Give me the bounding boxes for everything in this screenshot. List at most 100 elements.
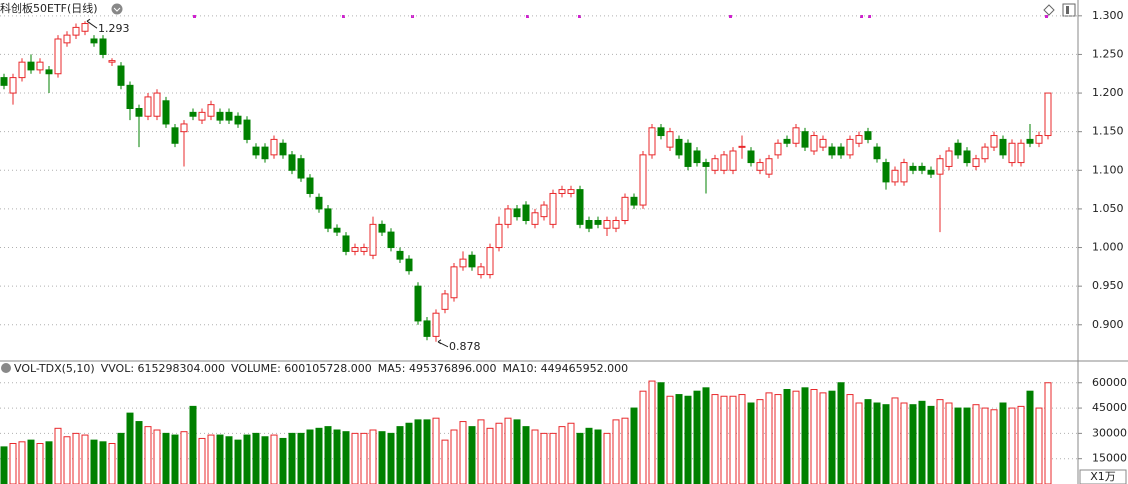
annotation-arrow xyxy=(437,339,449,348)
candle-body xyxy=(1008,142,1016,164)
candle-body xyxy=(927,169,935,175)
volume-bar xyxy=(315,427,323,484)
candle-body xyxy=(981,146,989,160)
candle-body xyxy=(639,154,647,206)
candle-body xyxy=(45,69,53,75)
legend-item: MA5: 495376896.000 xyxy=(378,362,497,375)
volume-bar xyxy=(216,434,224,484)
candle-body xyxy=(306,177,314,194)
volume-bar xyxy=(234,439,242,484)
candle-body xyxy=(531,212,539,225)
candle-body xyxy=(900,162,908,183)
volume-bar xyxy=(738,394,746,484)
volume-bar xyxy=(1008,407,1016,484)
candle-body xyxy=(441,293,449,310)
volume-bar xyxy=(918,400,926,484)
y-tick-label: 0.950 xyxy=(1092,279,1124,292)
volume-bar xyxy=(549,432,557,484)
candle-body xyxy=(0,77,8,86)
candle-body xyxy=(567,189,575,194)
volume-bar xyxy=(117,432,125,484)
candle-body xyxy=(315,196,323,210)
candle-body xyxy=(504,208,512,225)
candle-body xyxy=(333,227,341,233)
candle-body xyxy=(18,61,26,79)
candle-body xyxy=(783,138,791,144)
volume-bar xyxy=(540,432,548,484)
volume-bar xyxy=(90,439,98,484)
volume-bar xyxy=(261,436,269,484)
chart-title: 科创板50ETF(日线) xyxy=(0,1,98,15)
candle-body xyxy=(288,154,296,171)
volume-bar xyxy=(576,432,584,484)
volume-bar xyxy=(9,443,17,484)
candle-body xyxy=(252,146,260,156)
candle-body xyxy=(135,108,143,117)
candle-body xyxy=(495,223,503,249)
volume-bar xyxy=(657,382,665,484)
y-tick-label: 60000 xyxy=(1092,376,1127,389)
candle-body xyxy=(522,204,530,222)
candle-body xyxy=(621,196,629,222)
candle-body xyxy=(810,135,818,152)
candle-body xyxy=(459,258,467,268)
volume-bar xyxy=(225,436,233,484)
volume-bar xyxy=(720,395,728,484)
volume-bar xyxy=(171,434,179,484)
y-tick-label: 1.000 xyxy=(1092,241,1124,254)
volume-bar xyxy=(279,437,287,484)
diamond-button[interactable] xyxy=(1043,4,1055,16)
y-tick-label: 30000 xyxy=(1092,426,1127,439)
candle-body xyxy=(342,235,350,252)
volume-bar xyxy=(468,426,476,484)
candle-body xyxy=(279,142,287,156)
candle-body xyxy=(558,189,566,194)
volume-bar xyxy=(810,389,818,484)
volume-bar xyxy=(747,402,755,484)
volume-bar xyxy=(909,404,917,484)
candle-body xyxy=(144,96,152,117)
volume-bar xyxy=(36,443,44,484)
volume-bar xyxy=(360,432,368,484)
candle-body xyxy=(612,220,620,229)
volume-bar xyxy=(630,407,638,484)
volume-bar xyxy=(558,426,566,484)
candle-body xyxy=(882,162,890,183)
volume-bar xyxy=(432,417,440,484)
volume-bar xyxy=(306,429,314,484)
candle-body xyxy=(432,312,440,337)
title-menu[interactable] xyxy=(111,3,123,15)
volume-bar xyxy=(585,427,593,484)
candle-body xyxy=(864,131,872,140)
volume-bar xyxy=(126,412,134,484)
candle-body xyxy=(657,127,665,137)
volume-menu[interactable] xyxy=(1,363,11,373)
candle-body xyxy=(126,84,134,110)
candle-body xyxy=(918,165,926,171)
candle-body xyxy=(9,77,17,94)
candle-body xyxy=(765,158,773,175)
candle-body xyxy=(90,38,98,44)
candle-body xyxy=(936,158,944,175)
candle-body xyxy=(1017,142,1025,164)
volume-bar xyxy=(873,402,881,484)
volume-bar xyxy=(72,432,80,484)
y-tick-label: 1.300 xyxy=(1092,9,1124,22)
candle-body xyxy=(954,142,962,156)
volume-bar xyxy=(1044,382,1052,484)
volume-bar xyxy=(378,431,386,484)
volume-bar xyxy=(837,382,845,484)
volume-bar xyxy=(396,426,404,484)
volume-bar xyxy=(702,387,710,484)
volume-bar xyxy=(639,390,647,484)
candle-body xyxy=(711,158,719,171)
volume-header: VOL-TDX(5,10) VVOL: 615298304.000 VOLUME:… xyxy=(1,362,628,375)
volume-bar xyxy=(765,392,773,484)
candle-body xyxy=(999,138,1007,156)
volume-bar xyxy=(819,392,827,484)
candle-body xyxy=(909,165,917,171)
candle-body xyxy=(1035,135,1043,144)
volume-bar xyxy=(684,395,692,484)
volume-bar xyxy=(792,390,800,484)
